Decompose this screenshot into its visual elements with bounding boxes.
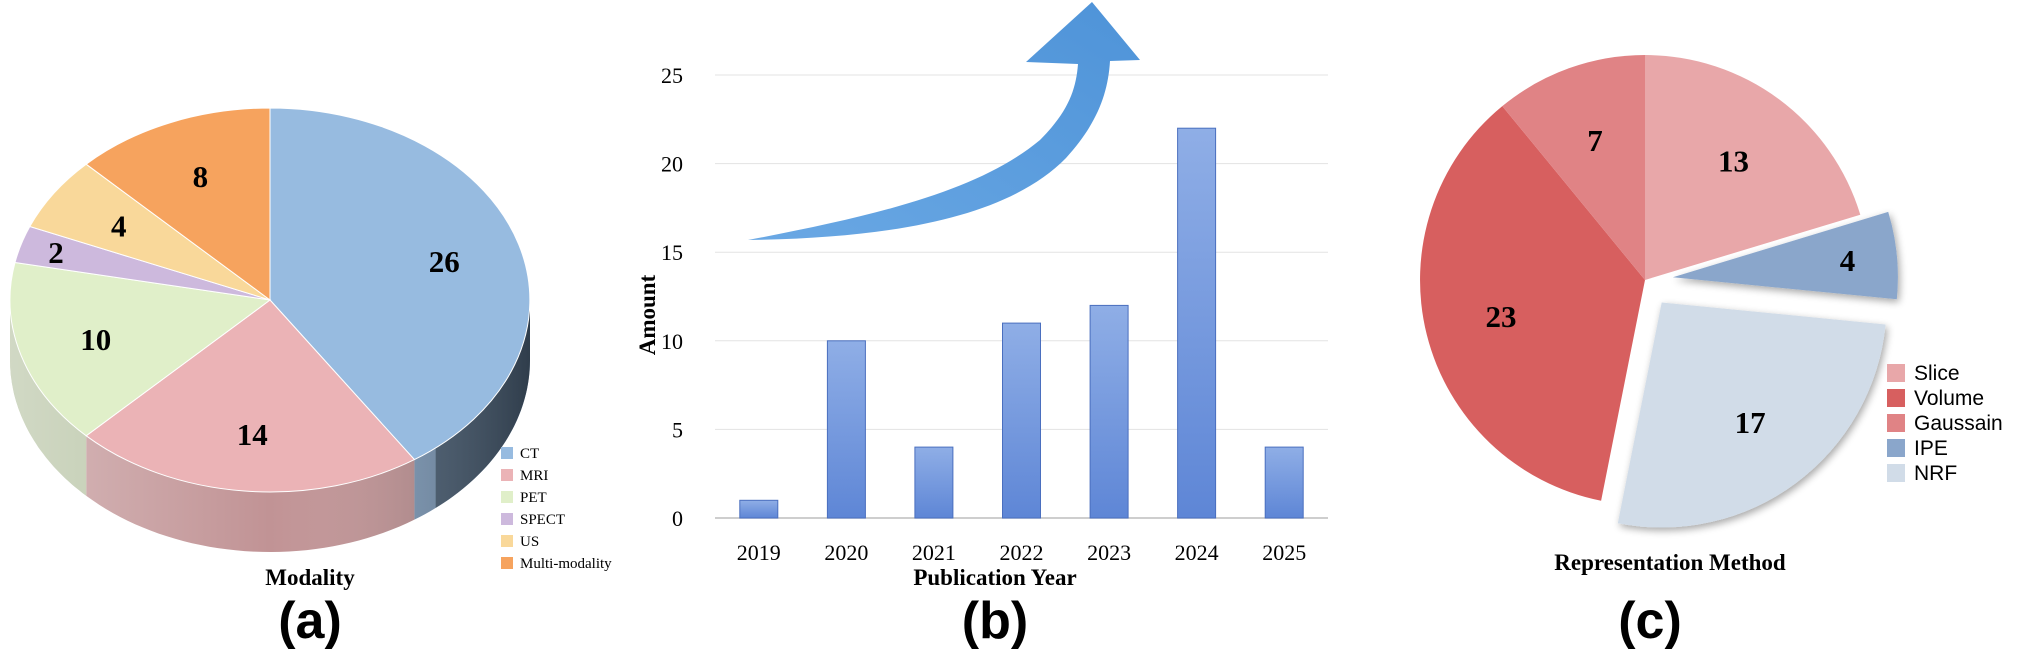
- pie-a-slice-multi-modality: [85, 107, 271, 301]
- pie-c-legend-label-gaussain: Gaussain: [1914, 412, 2003, 435]
- bar-b-y-axis-label: Amount: [635, 274, 660, 355]
- pie-c-value-label: 7: [1587, 123, 1603, 158]
- pie-c-legend-label-volume: Volume: [1914, 387, 1984, 410]
- pie-a-slice-mri: [85, 299, 416, 493]
- pie-a-legend-label-ct: CT: [520, 446, 539, 462]
- bar-b-bar-2025: [1264, 446, 1304, 519]
- pie-c-legend-label-slice: Slice: [1914, 362, 1960, 385]
- pie-c-legend-swatch-volume: [1887, 389, 1905, 407]
- pie-a-legend-swatch-multi-modality: [501, 557, 513, 569]
- pie-a-legend-swatch-spect: [501, 513, 513, 525]
- pie-a-rim-gradient: [10, 300, 530, 552]
- pie-c-value-label: 4: [1840, 243, 1856, 278]
- pie-c-legend-label-nrf: NRF: [1914, 462, 1957, 485]
- bar-b-bars: [739, 127, 1304, 519]
- pie-a-legend-label-pet: PET: [520, 490, 547, 506]
- bar-b-x-tick-label: 2021: [912, 540, 956, 565]
- pie-c-legend-swatch-nrf: [1887, 464, 1905, 482]
- bar-b-bar-2020: [826, 340, 866, 519]
- pie-a-legend-label-mri: MRI: [520, 468, 548, 484]
- pie-a-legend-swatch-pet: [501, 491, 513, 503]
- pie-a-value-label: 26: [429, 244, 460, 279]
- pie-c-legend-label-ipe: IPE: [1914, 437, 1948, 460]
- bar-b-x-tick-label: 2022: [1000, 540, 1044, 565]
- bar-b-x-tick-label: 2024: [1175, 540, 1219, 565]
- bar-b-y-tick-label: 25: [661, 63, 683, 88]
- pie-c-slices: [1420, 55, 1898, 528]
- bar-b-y-tick-label: 10: [661, 329, 683, 354]
- pie-a-legend-label-spect: SPECT: [520, 512, 565, 528]
- pie-c-slice-nrf: [1617, 302, 1886, 528]
- pie-c-slice-volume: [1420, 106, 1645, 501]
- bar-b-y-tick-label: 15: [661, 240, 683, 265]
- panel-c-letter: (c): [1618, 592, 1682, 650]
- pie-a-3d-rim: [10, 300, 530, 552]
- pie-a-legend-label-multi-modality: Multi-modality: [520, 556, 612, 572]
- pie-a-value-label: 14: [237, 417, 268, 452]
- pie-c-value-label: 17: [1735, 405, 1766, 440]
- pie-a-legend: CT MRI PET SPECT US Multi-modality: [501, 446, 612, 572]
- pie-c-value-label: 23: [1486, 299, 1517, 334]
- pie-c-legend-swatch-slice: [1887, 364, 1905, 382]
- pie-c-slice-gaussain: [1502, 55, 1645, 280]
- pie-c-value-labels: 13 4 17 23 7: [1486, 123, 1856, 440]
- bar-b-y-tick-label: 20: [661, 152, 683, 177]
- pie-c-legend-swatch-ipe: [1887, 439, 1905, 457]
- bar-b-x-axis-label: Publication Year: [913, 565, 1076, 590]
- pie-a-value-label: 2: [48, 235, 64, 270]
- bar-b-bar-2023: [1089, 304, 1129, 519]
- pie-a-value-label: 4: [111, 208, 127, 243]
- pie-c-value-label: 13: [1718, 144, 1749, 179]
- bar-b-bar-2019: [739, 499, 779, 519]
- panel-a-letter: (a): [278, 592, 342, 650]
- bar-b-bar-2024: [1177, 127, 1217, 519]
- pie-c-slice-slice: [1645, 55, 1861, 280]
- pie-a-title: Modality: [265, 565, 355, 590]
- pie-c-legend-swatch-gaussain: [1887, 414, 1905, 432]
- bar-b-x-tick-labels: 2019 2020 2021 2022 2023 2024 2025: [737, 540, 1306, 565]
- pie-a-value-label: 8: [193, 159, 209, 194]
- pie-c-slice-ipe: [1672, 211, 1898, 300]
- pie-a-legend-swatch-us: [501, 535, 513, 547]
- pie-a-slices: [9, 107, 531, 493]
- bar-b-y-tick-label: 0: [672, 506, 683, 531]
- pie-a-slice-pet: [9, 261, 272, 437]
- bar-b-bar-2022: [1002, 322, 1041, 519]
- bar-b-bar-2021: [914, 446, 954, 519]
- bar-b-x-tick-label: 2023: [1087, 540, 1131, 565]
- pie-a-value-labels: 26 14 10 2 4 8: [48, 159, 459, 452]
- pie-a-legend-label-us: US: [520, 534, 539, 550]
- panel-b-letter: (b): [962, 592, 1028, 650]
- bar-b-y-tick-label: 5: [672, 417, 683, 442]
- pie-a-value-label: 10: [80, 322, 111, 357]
- pie-a-legend-swatch-mri: [501, 469, 513, 481]
- pie-a-legend-swatch-ct: [501, 447, 513, 459]
- bar-b-x-tick-label: 2019: [737, 540, 781, 565]
- bar-b-y-tick-labels: 0 5 10 15 20 25: [661, 63, 683, 531]
- bar-b-x-tick-label: 2025: [1262, 540, 1306, 565]
- bar-b-x-tick-label: 2020: [824, 540, 868, 565]
- pie-c-title: Representation Method: [1554, 550, 1786, 575]
- trend-arrow-icon: [748, 2, 1140, 240]
